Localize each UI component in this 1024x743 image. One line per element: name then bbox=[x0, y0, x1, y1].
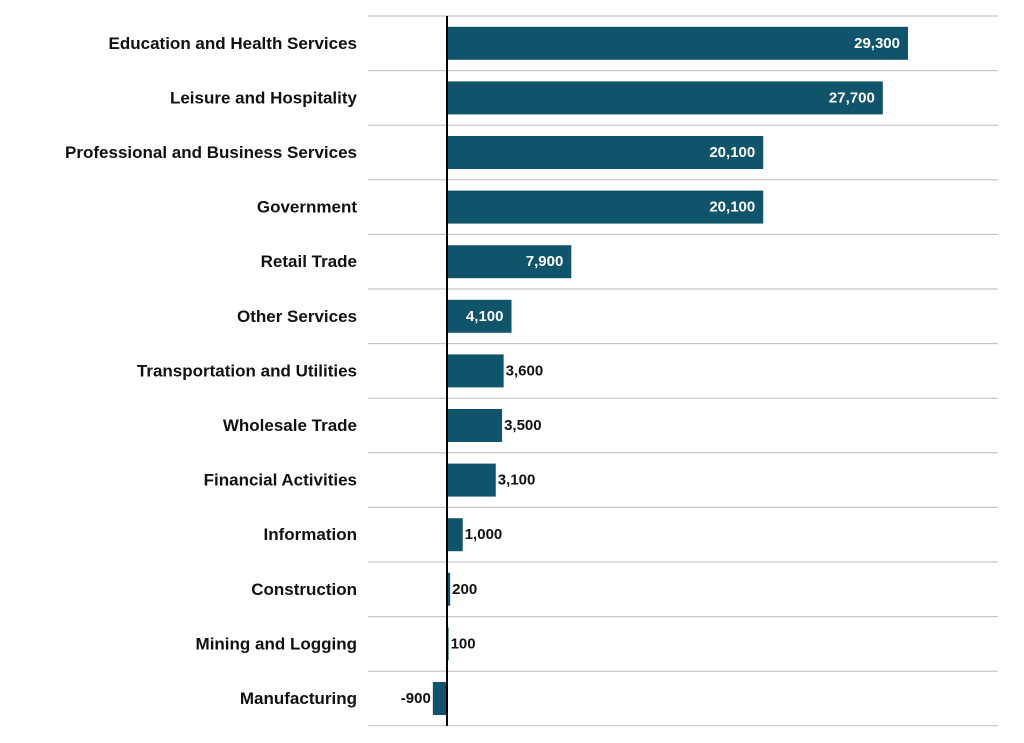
value-label: 27,700 bbox=[829, 89, 875, 106]
category-label: Government bbox=[257, 198, 357, 217]
bar bbox=[447, 463, 496, 497]
bar bbox=[447, 518, 463, 552]
value-label: 1,000 bbox=[465, 526, 503, 543]
bar bbox=[447, 409, 503, 442]
bar bbox=[447, 136, 764, 169]
value-label: 100 bbox=[451, 635, 476, 652]
category-label: Financial Activities bbox=[204, 471, 357, 490]
bar bbox=[447, 572, 451, 606]
category-label: Construction bbox=[251, 580, 357, 599]
bar bbox=[447, 245, 572, 279]
category-label: Education and Health Services bbox=[109, 34, 357, 53]
value-labels: 29,300 27,700 20,100 20,100 7,900 4,100 3,600 3… bbox=[401, 35, 900, 707]
category-label: Mining and Logging bbox=[196, 634, 357, 653]
value-label: 29,300 bbox=[854, 35, 900, 52]
category-label: Information bbox=[264, 525, 358, 544]
value-label: 20,100 bbox=[709, 199, 755, 216]
value-label: 4,100 bbox=[466, 308, 504, 325]
value-label: 20,100 bbox=[709, 144, 755, 161]
value-label: 3,600 bbox=[506, 362, 544, 379]
bar bbox=[447, 190, 764, 224]
category-labels: Education and Health Services Leisure and… bbox=[65, 34, 358, 708]
value-label: 200 bbox=[452, 581, 477, 598]
category-label: Professional and Business Services bbox=[65, 143, 357, 162]
bar bbox=[447, 354, 504, 388]
value-label: 3,100 bbox=[498, 472, 536, 489]
bar bbox=[447, 81, 883, 115]
category-label: Retail Trade bbox=[261, 252, 357, 271]
category-label: Leisure and Hospitality bbox=[170, 88, 358, 107]
value-label: 3,500 bbox=[504, 417, 542, 434]
bar bbox=[447, 26, 908, 60]
value-label: 7,900 bbox=[526, 253, 564, 270]
category-label: Manufacturing bbox=[240, 689, 357, 708]
grid-lines bbox=[368, 15, 998, 727]
bar bbox=[432, 682, 447, 715]
category-label: Transportation and Utilities bbox=[137, 361, 357, 380]
category-label: Wholesale Trade bbox=[223, 416, 357, 435]
bars-group bbox=[432, 26, 908, 715]
category-label: Other Services bbox=[237, 307, 357, 326]
bar bbox=[447, 299, 512, 333]
value-label: -900 bbox=[401, 690, 431, 707]
